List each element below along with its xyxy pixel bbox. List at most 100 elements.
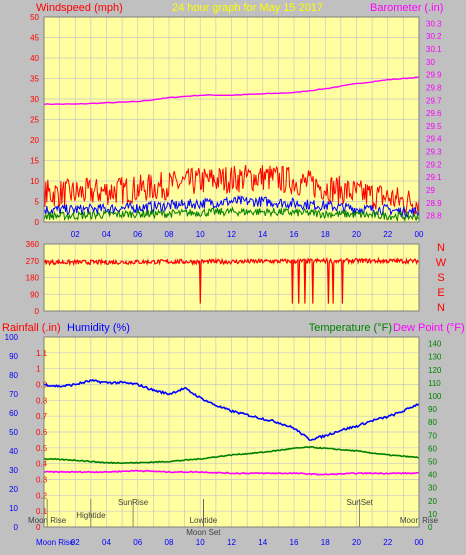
x-tick-label: 04 <box>102 538 111 547</box>
dewpoint-axis-title: Dew Point (°F) <box>393 322 465 334</box>
wind-tick-label: 5 <box>35 198 40 207</box>
temp-tick-label: 10 <box>428 510 437 519</box>
low-series <box>43 206 420 222</box>
x-tick-label: 22 <box>383 538 392 547</box>
x-tick-label: 20 <box>352 538 361 547</box>
humidity-tick-label: 100 <box>5 333 19 342</box>
temperature-series <box>43 445 420 465</box>
barometer-tick-label: 29.8 <box>426 83 442 92</box>
x-tick-label: 18 <box>321 538 330 547</box>
gust-series <box>43 164 420 215</box>
plot-border <box>43 243 420 312</box>
rain-tick-label: 1.1 <box>36 349 48 358</box>
x-tick-label: 06 <box>133 230 142 239</box>
barometer-tick-label: 29.4 <box>426 135 442 144</box>
barometer-tick-label: 29.5 <box>426 122 442 131</box>
humidity-tick-label: 60 <box>9 409 18 418</box>
x-tick-label: 16 <box>290 230 299 239</box>
chart-title: 24 hour graph for May 15 2017 <box>172 2 323 14</box>
x-tick-label: 10 <box>196 538 205 547</box>
event-label: Moon Rise <box>28 516 67 525</box>
barometer-tick-label: 30.2 <box>426 32 442 41</box>
temp-tick-label: 90 <box>428 405 437 414</box>
event-label: Moon Set <box>186 528 221 537</box>
temp-tick-label: 30 <box>428 484 437 493</box>
wind-tick-label: 10 <box>30 177 39 186</box>
compass-label: W <box>436 257 447 269</box>
temp-tick-label: 0 <box>428 523 433 532</box>
compass-label: S <box>437 272 444 284</box>
humidity-tick-label: 50 <box>9 428 18 437</box>
event-label: Hightide <box>76 511 106 520</box>
rain-tick-label: 0.7 <box>36 412 48 421</box>
barometer-tick-label: 29.2 <box>426 160 442 169</box>
barometer-tick-label: 29.1 <box>426 173 442 182</box>
barometer-tick-label: 30 <box>426 58 435 67</box>
dew_point-series <box>43 469 419 476</box>
x-tick-label: 14 <box>258 538 267 547</box>
humidity-tick-label: 80 <box>9 371 18 380</box>
x-tick-label: 12 <box>227 230 236 239</box>
temperature-axis-title: Temperature (°F) <box>309 322 392 334</box>
barometer-tick-label: 30.3 <box>426 19 442 28</box>
humidity-tick-label: 20 <box>9 485 18 494</box>
humidity-axis-title: Humidity (%) <box>67 322 130 334</box>
compass-label: E <box>437 287 444 299</box>
wind-tick-label: 35 <box>30 75 39 84</box>
x-tick-label: 02 <box>71 538 80 547</box>
event-label: SunRise <box>118 498 149 507</box>
temp-tick-label: 100 <box>428 392 442 401</box>
barometer-tick-label: 29.3 <box>426 148 442 157</box>
humidity-series <box>43 378 420 442</box>
wind-barometer-panel: 0 5 10 15 20 25 30 35 40 45 50 28.8 28.9 29 29.1 29.2 29… <box>30 13 442 239</box>
rain-tick-label: 0.5 <box>36 444 48 453</box>
temp-tick-label: 50 <box>428 457 437 466</box>
x-tick-label: 08 <box>165 538 174 547</box>
rain-tick-label: 0.3 <box>36 476 48 485</box>
temp-humidity-panel: 0 10 20 30 40 50 60 70 80 90 100 0 0.1 0.2 0.3 0.4 0.5 0.… <box>5 333 442 547</box>
temp-tick-label: 70 <box>428 431 437 440</box>
direction-tick-label: 270 <box>26 257 40 266</box>
rain-tick-label: 0 <box>36 523 41 532</box>
humidity-tick-label: 10 <box>9 504 18 513</box>
rain-tick-label: 1 <box>36 365 41 374</box>
x-tick-label: 04 <box>102 230 111 239</box>
event-label: SunSet <box>347 498 374 507</box>
temp-tick-label: 80 <box>428 418 437 427</box>
wind-tick-label: 40 <box>30 54 39 63</box>
rain-tick-label: 0.4 <box>36 460 48 469</box>
compass-label: N <box>437 302 445 314</box>
x-tick-label: 10 <box>196 230 205 239</box>
temp-tick-label: 60 <box>428 444 437 453</box>
wind-tick-label: 0 <box>35 218 40 227</box>
temp-tick-label: 140 <box>428 340 442 349</box>
direction-tick-label: 0 <box>35 307 40 316</box>
humidity-tick-label: 70 <box>9 390 18 399</box>
x-tick-label: 08 <box>165 230 174 239</box>
barometer-tick-label: 29.7 <box>426 96 442 105</box>
wind-tick-label: 15 <box>30 157 39 166</box>
x-tick-label: 22 <box>383 230 392 239</box>
x-tick-label: 06 <box>133 538 142 547</box>
direction-tick-label: 90 <box>30 290 39 299</box>
barometer-tick-label: 30.1 <box>426 45 442 54</box>
wind-tick-label: 50 <box>30 13 39 22</box>
rain-axis-title: Rainfall (.in) <box>2 322 61 334</box>
wind-tick-label: 30 <box>30 95 39 104</box>
rain-tick-label: 0.6 <box>36 428 48 437</box>
plot-border <box>43 336 420 528</box>
barometer-tick-label: 29.6 <box>426 109 442 118</box>
wind-tick-label: 25 <box>30 116 39 125</box>
rain-tick-label: 0.1 <box>36 507 48 516</box>
x-tick-label: 12 <box>227 538 236 547</box>
direction-series <box>43 256 420 304</box>
temp-tick-label: 110 <box>428 379 441 388</box>
compass-label: N <box>437 242 445 254</box>
wind-tick-label: 45 <box>30 34 39 43</box>
temp-tick-label: 40 <box>428 471 437 480</box>
barometer-tick-label: 29.9 <box>426 71 442 80</box>
humidity-tick-label: 90 <box>9 352 18 361</box>
rain-tick-label: 0.2 <box>36 491 48 500</box>
